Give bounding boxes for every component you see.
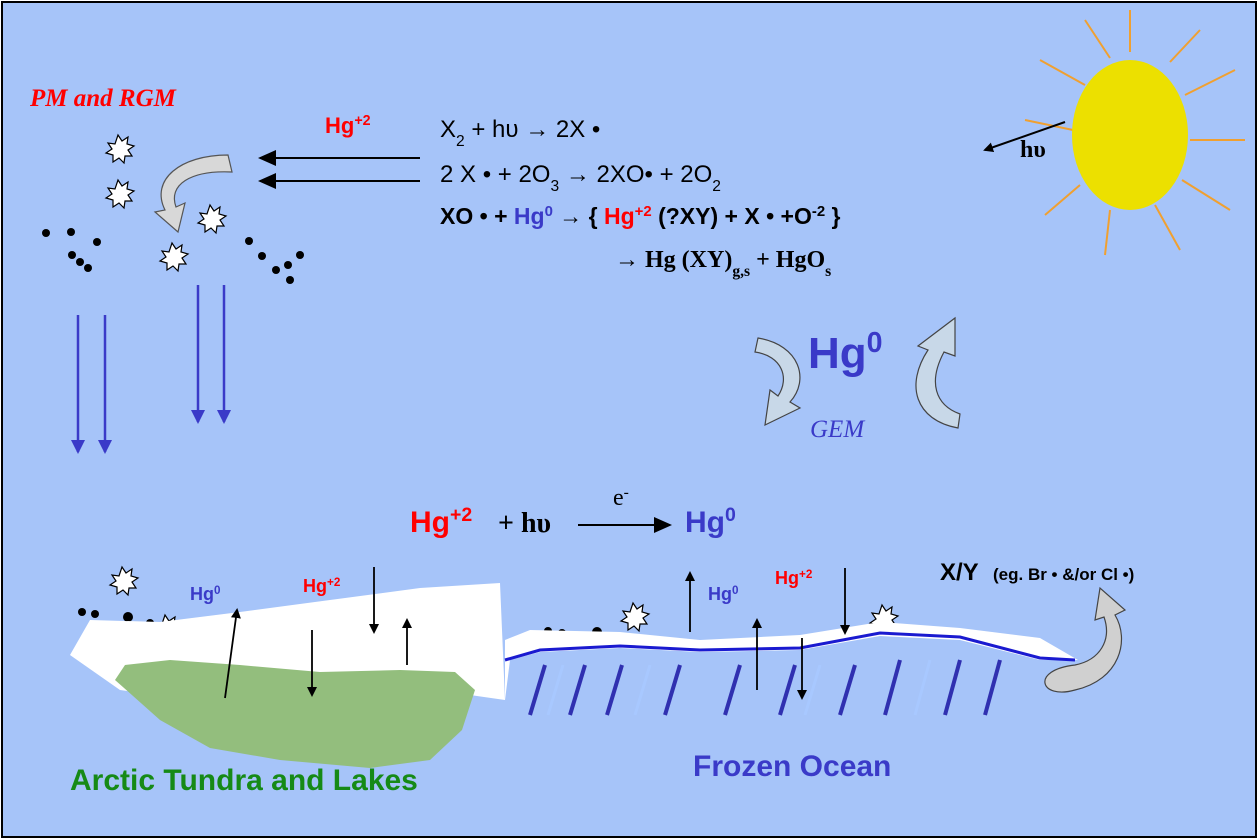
text-part: +2 bbox=[799, 568, 813, 581]
ice-edge bbox=[504, 631, 1076, 662]
halogen-label: X/Y bbox=[940, 559, 979, 586]
text-part: } bbox=[825, 203, 840, 229]
reaction: → Hg (XY)g,s + HgOs bbox=[615, 247, 831, 280]
gem-label: GEM bbox=[810, 416, 865, 443]
text-part: Hg bbox=[410, 506, 450, 539]
text-part: + hυ bbox=[498, 508, 551, 539]
text-part: 2 bbox=[456, 133, 465, 150]
flux-label: Hg0 bbox=[190, 584, 221, 605]
water-hatch bbox=[528, 659, 1002, 716]
text-part: +2 bbox=[354, 113, 370, 129]
light-arrow bbox=[983, 121, 1066, 153]
electron: e- bbox=[613, 484, 629, 512]
cycle-arrow bbox=[1044, 586, 1127, 693]
gem-species: Hg0 bbox=[808, 327, 883, 378]
text-part: s bbox=[825, 263, 831, 280]
reactant: Hg+2 bbox=[410, 504, 472, 539]
reaction: 2 X • + 2O3 → 2XO• + 2O2 bbox=[440, 161, 721, 195]
text-part: 0 bbox=[867, 327, 883, 359]
text-part: - bbox=[624, 484, 629, 501]
text-part: Hg bbox=[303, 576, 327, 596]
particles-label: PM and RGM bbox=[29, 85, 177, 112]
product: Hg0 bbox=[685, 504, 736, 539]
text-part: Hg bbox=[708, 584, 732, 604]
text-part: 2 bbox=[712, 178, 721, 195]
text-part: 3 bbox=[550, 178, 559, 195]
text-part: +2 bbox=[450, 504, 472, 526]
text-part: 0 bbox=[545, 203, 553, 220]
text-part: 0 bbox=[732, 584, 739, 597]
text-part: (eg. Br • &/or Cl •) bbox=[993, 565, 1134, 584]
photon-label: hυ bbox=[1020, 137, 1046, 163]
text-part: g,s bbox=[732, 263, 750, 280]
text-part: PM and RGM bbox=[29, 85, 177, 112]
sun bbox=[1072, 60, 1188, 210]
text-part: (?XY) + X • +O bbox=[652, 203, 812, 229]
text-part: X/Y bbox=[940, 559, 979, 586]
text-part: Hg bbox=[190, 584, 214, 604]
ocean-label: Frozen Ocean bbox=[693, 750, 891, 783]
text-part: Frozen Ocean bbox=[693, 750, 891, 783]
text-part: 0 bbox=[725, 504, 736, 526]
text-part: +2 bbox=[327, 576, 341, 589]
text-part: e bbox=[613, 485, 624, 511]
deposition-arrows bbox=[71, 285, 231, 454]
text-part: hυ bbox=[1020, 137, 1046, 163]
text-part: XO • + bbox=[440, 203, 514, 229]
text-part: + HgO bbox=[750, 247, 825, 273]
text-part: → Hg (XY) bbox=[615, 247, 732, 273]
text-part: Hg bbox=[604, 203, 635, 229]
text-part: Hg bbox=[325, 113, 354, 138]
text-part: +2 bbox=[635, 203, 652, 220]
text-part: Hg bbox=[514, 203, 545, 229]
text-part: Hg bbox=[775, 568, 799, 588]
text-part: 0 bbox=[214, 584, 221, 597]
flux-label: Hg0 bbox=[708, 584, 739, 605]
operator: + hυ bbox=[498, 508, 551, 539]
tundra bbox=[115, 660, 475, 768]
text-part: → 2XO• + 2O bbox=[559, 161, 712, 188]
text-part: X bbox=[440, 116, 456, 143]
land-label: Arctic Tundra and Lakes bbox=[70, 764, 418, 797]
text-part: Hg bbox=[808, 329, 867, 378]
halogen-note: (eg. Br • &/or Cl •) bbox=[993, 565, 1134, 584]
cycle-arrow bbox=[915, 316, 961, 429]
text-part: → { bbox=[553, 203, 604, 229]
flux-label: Hg+2 bbox=[775, 568, 813, 589]
text-part: -2 bbox=[812, 203, 825, 220]
text-part: 2 X • + 2O bbox=[440, 161, 550, 188]
water-hatch bbox=[546, 659, 932, 716]
flux-label: Hg+2 bbox=[303, 576, 341, 597]
sea-ice bbox=[505, 622, 1078, 700]
text-part: + hυ → 2X • bbox=[465, 116, 601, 143]
flux-arrows bbox=[224, 567, 850, 700]
sun-rays bbox=[1024, 10, 1245, 256]
species-label: Hg+2 bbox=[325, 113, 371, 138]
text-part: Hg bbox=[685, 506, 725, 539]
text-part: GEM bbox=[810, 416, 865, 443]
reaction: XO • + Hg0 → { Hg+2 (?XY) + X • +O-2 } bbox=[440, 203, 841, 230]
cycle-arrow bbox=[754, 337, 802, 427]
text-part: Arctic Tundra and Lakes bbox=[70, 764, 418, 797]
reaction: X2 + hυ → 2X • bbox=[440, 116, 600, 150]
cycle-arrow bbox=[153, 154, 233, 234]
